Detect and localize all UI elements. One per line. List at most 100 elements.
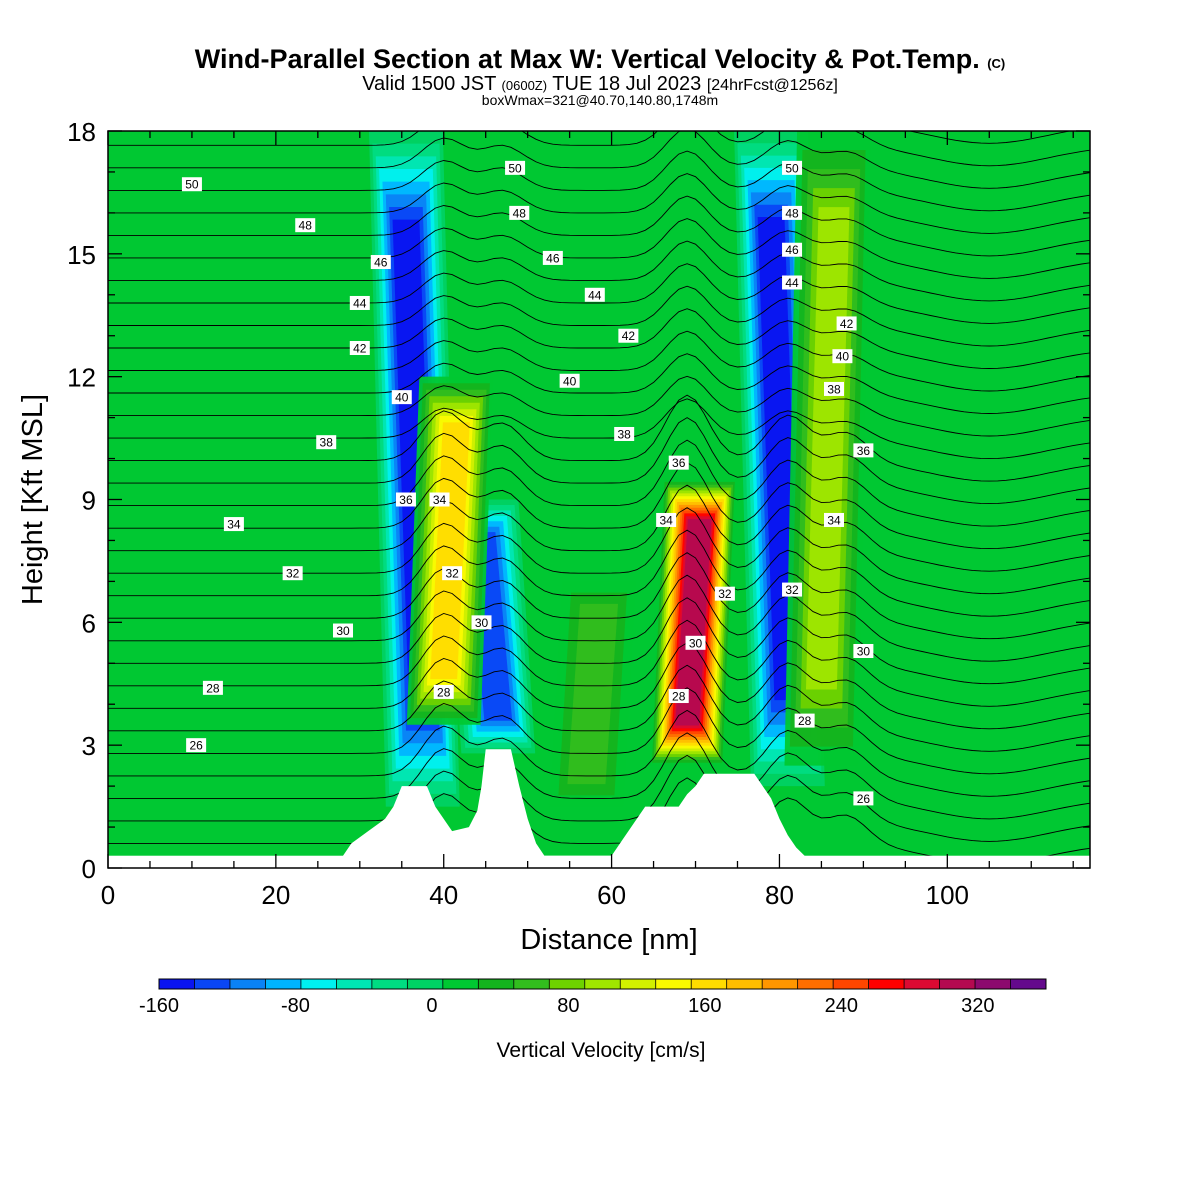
valid-time: Valid 1500 JST — [362, 73, 496, 95]
theta-label-bg — [824, 512, 845, 527]
theta-label-bg — [824, 381, 845, 396]
theta-label-bg — [782, 205, 803, 220]
y-tick-label: 0 — [82, 854, 96, 884]
colorbar-tick-label: -80 — [281, 995, 310, 1017]
theta-label-bg — [782, 582, 803, 597]
theta-label-bg — [442, 566, 463, 581]
theta-contour-line — [108, 777, 1090, 865]
theta-label: 50 — [785, 161, 799, 175]
theta-label-bg — [714, 586, 735, 601]
theta-contour-line — [108, 507, 1090, 595]
x-tick-label: 0 — [101, 880, 115, 910]
theta-label: 44 — [588, 288, 602, 302]
theta-label-bg — [559, 373, 580, 388]
theta-contour-line — [108, 131, 1090, 189]
theta-label: 28 — [798, 714, 812, 728]
theta-label: 26 — [189, 739, 203, 753]
theta-label-bg — [202, 680, 223, 695]
colorbar-tick-label: -160 — [139, 995, 179, 1017]
colorbar-frame — [158, 978, 1047, 990]
theta-label-bg — [853, 643, 874, 658]
velocity-band — [675, 519, 712, 726]
theta-contour-line — [108, 529, 1090, 617]
y-tick-label: 6 — [82, 608, 96, 638]
theta-label-bg — [282, 566, 303, 581]
theta-label-bg — [668, 455, 689, 470]
theta-label: 38 — [827, 382, 841, 396]
theta-label: 48 — [299, 219, 313, 233]
theta-contour-line — [108, 150, 1090, 212]
colorbar-swatch — [762, 979, 799, 989]
theta-label: 30 — [336, 624, 350, 638]
theta-contour-line — [108, 263, 1090, 324]
theta-label: 28 — [206, 681, 220, 695]
theta-label-bg — [509, 205, 530, 220]
theta-label-bg — [853, 443, 874, 458]
x-tick-label: 40 — [429, 880, 458, 910]
colorbar-swatch — [691, 979, 728, 989]
theta-label-bg — [471, 615, 492, 630]
x-axis-label: Distance [nm] — [520, 924, 697, 956]
theta-label-bg — [295, 218, 316, 233]
x-tick-label: 60 — [597, 880, 626, 910]
theta-contour-line — [108, 754, 1090, 842]
theta-label-bg — [395, 492, 416, 507]
colorbar: -160 -80 0 80 160 240 320 Vertical Velocity [cm… — [139, 978, 1047, 1062]
y-tick-label: 9 — [82, 486, 96, 516]
theta-label-bg — [832, 349, 853, 364]
theta-label: 36 — [857, 444, 871, 458]
theta-label-bg — [584, 287, 605, 302]
theta-label-bg — [505, 160, 526, 175]
theta-contour-line — [108, 709, 1090, 797]
colorbar-swatch — [229, 979, 266, 989]
box-wmax-info: boxWmax=321@40.70,140.80,1748m — [481, 92, 719, 108]
plot-area: 50 48 46 44 42 40 38 36 34 34 32 32 30 30 28 28 26 50 48 46… — [108, 131, 1090, 868]
theta-label: 42 — [622, 329, 636, 343]
theta-label: 42 — [353, 342, 367, 356]
theta-contour-line — [108, 552, 1090, 640]
colorbar-tick-label: 80 — [557, 995, 579, 1017]
theta-contour-line — [108, 619, 1090, 707]
theta-contour-line — [108, 240, 1090, 302]
theta-label-bg — [668, 689, 689, 704]
theta-label: 40 — [563, 374, 577, 388]
theta-label: 48 — [513, 206, 527, 220]
theta-label: 40 — [395, 391, 409, 405]
theta-label-bg — [333, 623, 354, 638]
theta-contour-line — [108, 375, 1090, 437]
y-tick-label: 3 — [82, 731, 96, 761]
theta-labels: 50 48 46 44 42 40 38 36 34 34 32 32 30 30 28 28 26 50 48 46… — [181, 160, 874, 806]
colorbar-swatch — [549, 979, 586, 989]
theta-label-bg — [614, 426, 635, 441]
colorbar-swatch — [407, 979, 444, 989]
colorbar-swatch — [265, 979, 302, 989]
y-tick-label: 12 — [67, 363, 96, 393]
velocity-band — [567, 603, 619, 785]
theta-label: 30 — [857, 644, 871, 658]
theta-label: 38 — [320, 436, 334, 450]
theta-contour-line — [108, 597, 1090, 685]
utc-time: (0600Z) — [501, 78, 548, 93]
theta-label: 36 — [672, 456, 686, 470]
chart-title: Wind-Parallel Section at Max W: Vertical… — [0, 44, 1200, 75]
theta-label-bg — [349, 295, 370, 310]
theta-label-bg — [782, 242, 803, 257]
theta-contour-line — [108, 308, 1090, 369]
theta-contour-line — [108, 574, 1090, 662]
colorbar-tick-label: 240 — [825, 995, 858, 1017]
colorbar-swatch — [833, 979, 870, 989]
theta-contour-line — [108, 173, 1090, 234]
colorbar-swatch — [300, 979, 337, 989]
theta-contour-line — [108, 131, 1090, 167]
theta-label: 44 — [353, 296, 367, 310]
theta-label: 46 — [785, 243, 799, 257]
colorbar-label: Vertical Velocity [cm/s] — [497, 1039, 706, 1062]
chart-title-text: Wind-Parallel Section at Max W: Vertical… — [194, 44, 980, 74]
theta-label-bg — [853, 791, 874, 806]
theta-label: 42 — [840, 317, 854, 331]
theta-label: 32 — [718, 587, 732, 601]
theta-label-bg — [782, 275, 803, 290]
theta-label-bg — [181, 177, 202, 192]
theta-label-bg — [433, 684, 454, 699]
